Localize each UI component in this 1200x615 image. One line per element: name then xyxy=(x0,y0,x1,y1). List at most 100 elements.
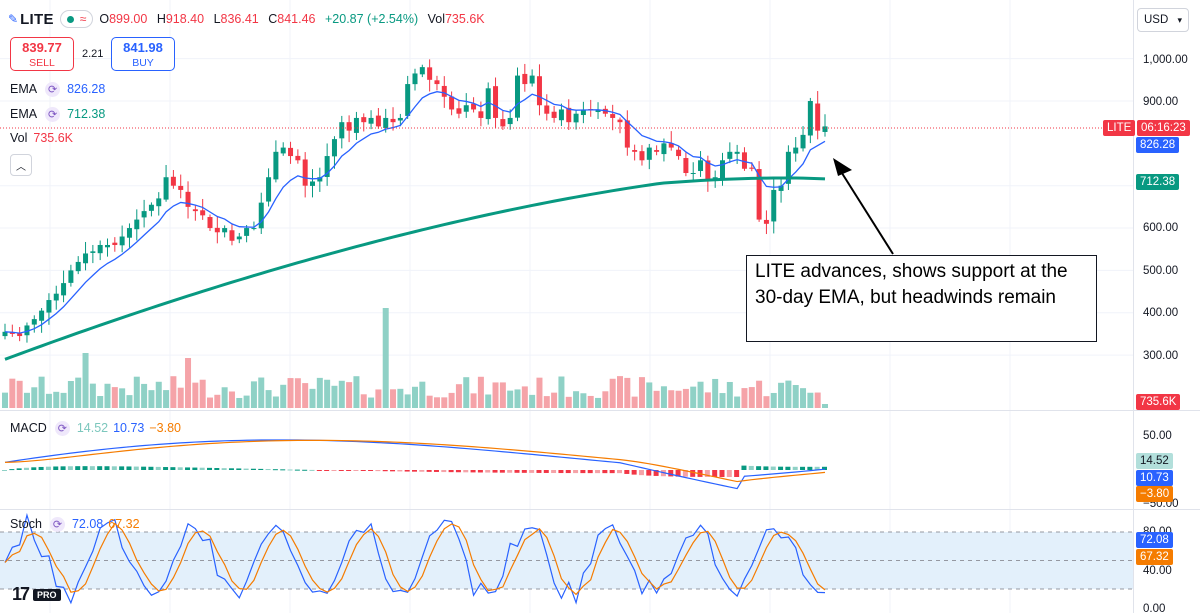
macd-histogram-bar xyxy=(199,467,205,470)
candle xyxy=(353,117,359,133)
macd-histogram-bar xyxy=(287,469,293,471)
candle xyxy=(46,300,52,313)
volume-bar xyxy=(485,394,492,408)
candle xyxy=(222,228,228,233)
candle xyxy=(156,198,162,207)
macd-histogram-bar xyxy=(272,469,278,471)
macd-histogram-bar xyxy=(646,470,652,476)
currency-selector[interactable]: USD ▾ xyxy=(1137,8,1189,32)
candle xyxy=(558,109,564,121)
volume-bar xyxy=(675,390,682,408)
volume-bar xyxy=(514,389,521,408)
volume-bar xyxy=(346,382,353,408)
candle xyxy=(544,105,550,114)
stoch-k-tag: 72.08 xyxy=(1136,532,1173,548)
volume-bar xyxy=(704,392,711,408)
macd-line-tag: 10.73 xyxy=(1136,470,1173,486)
macd-histogram-bar xyxy=(331,470,337,471)
macd-histogram-bar xyxy=(785,466,791,470)
volume-bar xyxy=(690,386,697,408)
macd-histogram-bar xyxy=(236,468,242,470)
refresh-icon[interactable]: ⟳ xyxy=(54,420,70,436)
macd-histogram-bar xyxy=(163,467,169,470)
volume-bar xyxy=(265,390,272,408)
volume-bar xyxy=(16,380,23,408)
legend-ema-fast[interactable]: EMA ⟳ 826.28 xyxy=(10,81,106,97)
candle xyxy=(471,103,477,110)
volume-bar xyxy=(126,395,133,408)
volume-tag: 735.6K xyxy=(1136,394,1181,410)
macd-histogram-bar xyxy=(441,470,447,473)
volume-bar xyxy=(31,387,38,408)
overlays xyxy=(0,127,1133,255)
refresh-icon[interactable]: ⟳ xyxy=(45,81,61,97)
symbol-name[interactable]: LITE xyxy=(20,10,54,28)
macd-histogram-bar xyxy=(250,468,256,470)
candle xyxy=(200,210,206,216)
change-value: +20.87 (+2.54%) xyxy=(324,12,419,26)
refresh-icon[interactable]: ⟳ xyxy=(49,516,65,532)
macd-histogram-bar xyxy=(543,470,549,473)
stoch-d-tag: 67.32 xyxy=(1136,549,1173,565)
macd-histogram-bar xyxy=(155,466,161,470)
volume-bar xyxy=(822,404,828,408)
legend-stoch[interactable]: Stoch ⟳ 72.08 67.32 xyxy=(10,516,140,532)
candle xyxy=(661,143,667,155)
macd-histogram-bar xyxy=(141,466,147,470)
legend-volume[interactable]: Vol 735.6K xyxy=(10,131,74,145)
volume-bar xyxy=(177,387,184,408)
macd-histogram-bar xyxy=(16,468,22,470)
volume-bar xyxy=(214,394,221,408)
macd-histogram-bar xyxy=(485,470,491,473)
candle xyxy=(632,150,638,152)
candle xyxy=(207,217,213,229)
candle xyxy=(9,332,15,334)
candle xyxy=(295,155,301,161)
candle xyxy=(397,117,403,121)
macd-histogram-bar xyxy=(748,465,754,470)
macd-histogram-bar xyxy=(792,466,798,470)
macd-histogram-bar xyxy=(375,470,381,472)
macd-histogram-bar xyxy=(741,465,747,470)
macd-histogram-bar xyxy=(529,470,535,473)
status-pill[interactable]: ≈ xyxy=(59,10,94,28)
volume-bar xyxy=(375,389,382,408)
stoch-axis-label: 40.00 xyxy=(1143,565,1172,577)
ema-slow-tag: 712.38 xyxy=(1136,174,1180,190)
refresh-icon[interactable]: ⟳ xyxy=(45,106,61,122)
volume-bar xyxy=(741,388,748,408)
legend-macd[interactable]: MACD ⟳ 14.52 10.73 −3.80 xyxy=(10,420,182,436)
volume-bar xyxy=(529,394,536,408)
volume-bar xyxy=(470,393,477,408)
volume-bar xyxy=(492,382,499,408)
candle xyxy=(339,122,345,139)
volume-bar xyxy=(199,379,206,408)
candle xyxy=(112,242,118,245)
collapse-legend-button[interactable]: ︿ xyxy=(10,154,32,176)
volume-bar xyxy=(426,395,433,408)
macd-histogram-bar xyxy=(412,470,417,472)
legend-ema-slow[interactable]: EMA ⟳ 712.38 xyxy=(10,106,106,122)
volume-bar xyxy=(67,380,74,408)
volume-bar xyxy=(558,376,565,408)
buy-button[interactable]: 841.98 BUY xyxy=(111,37,175,71)
pencil-icon[interactable]: ✎ xyxy=(8,12,19,26)
candle xyxy=(53,293,59,301)
candle xyxy=(170,176,176,186)
volume-bar xyxy=(763,396,770,408)
candle xyxy=(383,117,389,129)
macd-histogram-bar xyxy=(2,470,7,471)
candle xyxy=(317,177,323,182)
volume-bar xyxy=(382,308,389,408)
volume-bar xyxy=(97,396,104,408)
volume-bar xyxy=(163,390,170,408)
sell-button[interactable]: 839.77 SELL xyxy=(10,37,74,71)
macd-histogram-bar xyxy=(353,470,359,471)
volume-bar xyxy=(624,377,631,408)
macd-histogram-bar xyxy=(573,470,579,474)
volume-bar xyxy=(814,392,821,408)
annotation-callout[interactable]: LITE advances, shows support at the 30-d… xyxy=(746,255,1097,342)
volume-bar xyxy=(807,392,814,408)
volume-bar xyxy=(419,381,426,408)
